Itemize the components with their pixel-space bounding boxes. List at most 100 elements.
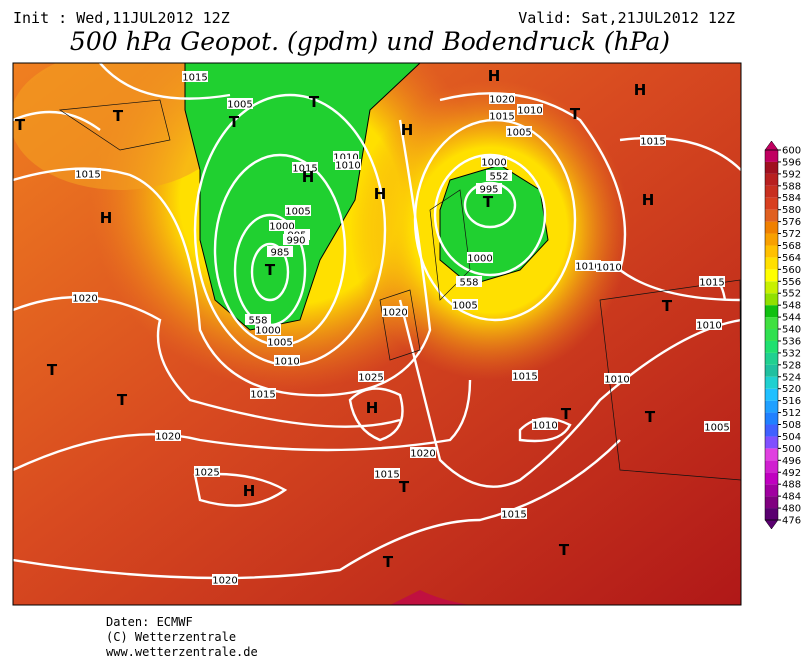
isobar-label: 1020	[155, 432, 180, 443]
label-box	[358, 371, 384, 382]
colorbar-label: 564	[782, 253, 801, 264]
isobar-label: 1015	[182, 73, 207, 84]
isobar-label: 1015	[640, 137, 665, 148]
label-box	[704, 421, 730, 432]
label-box	[532, 419, 558, 430]
label-box	[640, 135, 666, 146]
valid-time: Valid: Sat,21JUL2012 12Z	[518, 9, 735, 27]
colorbar-segment	[765, 221, 778, 234]
isobar	[193, 472, 288, 507]
warm-band	[13, 63, 230, 190]
colorbar-label: 584	[782, 193, 801, 204]
pressure-center: T	[383, 553, 394, 571]
isobar-label: 985	[270, 248, 289, 259]
isobar-label: 1005	[452, 301, 477, 312]
label-box	[267, 246, 293, 257]
isobar-label: 1015	[374, 470, 399, 481]
label-box	[255, 324, 281, 335]
colorbar-label: 484	[782, 492, 801, 503]
colorbar: 4764804844884924965005045085125165205245…	[764, 140, 801, 530]
colorbar-label: 504	[782, 432, 801, 443]
isobar-label: 990	[286, 236, 305, 247]
colorbar-label: 576	[782, 217, 801, 228]
isobar-label: 1005	[704, 423, 729, 434]
colorbar-label: 492	[782, 468, 801, 479]
colorbar-label: 556	[782, 277, 801, 288]
label-box	[486, 170, 512, 181]
colorbar-segment	[765, 293, 778, 306]
isobar-label: 558	[459, 278, 478, 289]
label-box	[374, 468, 400, 479]
colorbar-segment	[765, 305, 778, 318]
hot-area	[390, 590, 470, 605]
colorbar-segment	[765, 472, 778, 485]
label-box	[501, 508, 527, 519]
colorbar-segment	[765, 269, 778, 282]
map-frame	[12, 62, 742, 606]
isobar	[193, 93, 387, 367]
pressure-center: T	[309, 93, 320, 111]
isobar-label: 1000	[481, 158, 506, 169]
colorbar-segment	[765, 436, 778, 449]
colorbar-label: 532	[782, 348, 801, 359]
label-box	[194, 466, 220, 477]
label-box	[410, 447, 436, 458]
pressure-center: H	[634, 81, 647, 99]
colorbar-tip	[764, 519, 779, 530]
isobar-label: 1020	[489, 95, 514, 106]
isobar-label: 1010	[696, 321, 721, 332]
isobar-label: 1015	[250, 390, 275, 401]
isobar-label: 1010	[596, 263, 621, 274]
pressure-center: T	[645, 408, 656, 426]
isobar-label: 1025	[358, 373, 383, 384]
pressure-center: H	[401, 121, 414, 139]
pressure-center: H	[366, 399, 379, 417]
colorbar-segment	[765, 317, 778, 330]
pressure-center: T	[399, 478, 410, 496]
colorbar-label: 588	[782, 181, 801, 192]
label-box	[517, 104, 543, 115]
label-box	[696, 319, 722, 330]
colorbar-label: 512	[782, 408, 801, 419]
coastline	[58, 99, 741, 481]
isobar-label: 1005	[267, 338, 292, 349]
label-box	[481, 156, 507, 167]
isobar-label: 1000	[255, 326, 280, 337]
label-box	[452, 299, 478, 310]
colorbar-label: 568	[782, 241, 801, 252]
colorbar-segment	[765, 460, 778, 473]
footer-copyright: (C) Wetterzentrale	[106, 630, 236, 644]
colorbar-segment	[765, 173, 778, 186]
isobar-label: 1015	[489, 112, 514, 123]
label-box	[274, 355, 300, 366]
label-box	[489, 93, 515, 104]
colorbar-segment	[765, 233, 778, 246]
colorbar-segment	[765, 376, 778, 389]
pressure-center: H	[488, 67, 501, 85]
colorbar-label: 592	[782, 169, 801, 180]
colorbar-label: 548	[782, 301, 801, 312]
colorbar-segment	[765, 340, 778, 353]
pressure-center: T	[561, 405, 572, 423]
label-box	[182, 71, 208, 82]
colorbar-segment	[765, 352, 778, 365]
label-box	[333, 151, 359, 162]
colorbar-segment	[765, 364, 778, 377]
pressure-center: T	[113, 107, 124, 125]
label-box	[506, 126, 532, 137]
label-box	[267, 336, 293, 347]
pressure-center: H	[243, 482, 256, 500]
label-box	[467, 252, 493, 263]
colorbar-segment	[765, 448, 778, 461]
colorbar-segment	[765, 388, 778, 401]
label-box	[75, 168, 101, 179]
isobar-label: 558	[248, 316, 267, 327]
isobar-label: 1010	[335, 161, 360, 172]
pressure-center: H	[642, 191, 655, 209]
map: 1015100510151010101010051000995990985100…	[13, 63, 741, 605]
isobar-label: 1005	[285, 207, 310, 218]
colorbar-segment	[765, 161, 778, 174]
colorbar-segment	[765, 150, 778, 162]
init-time: Init : Wed,11JUL2012 12Z	[13, 9, 230, 27]
colorbar-segment	[765, 245, 778, 258]
